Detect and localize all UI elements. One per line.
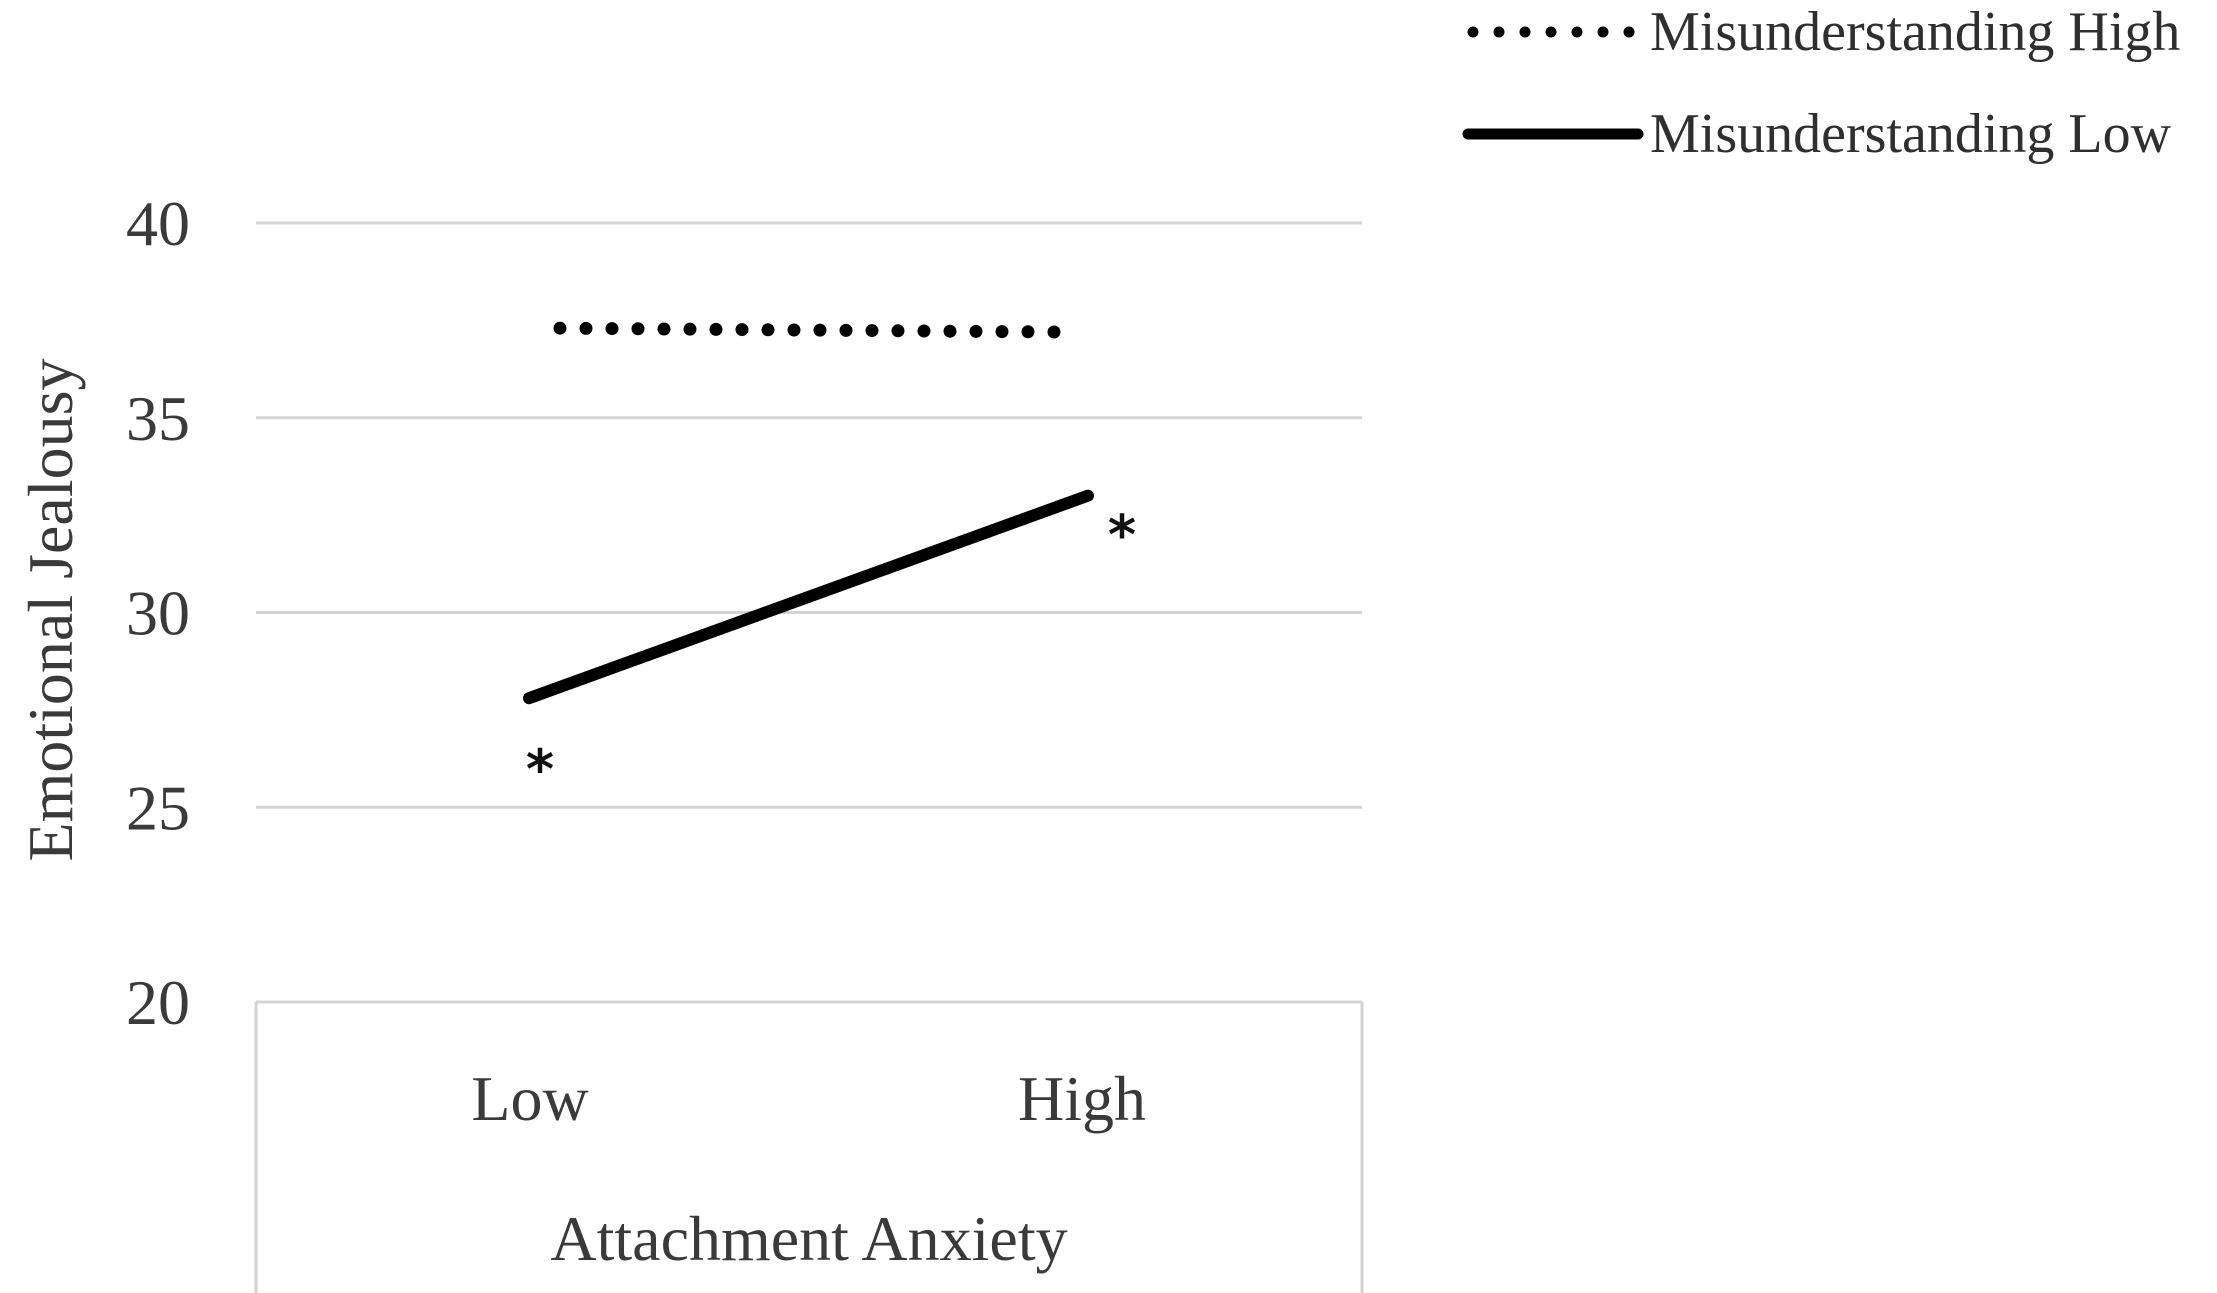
legend-label: Misunderstanding Low bbox=[1650, 103, 2172, 165]
y-tick-label: 20 bbox=[126, 967, 190, 1038]
series-misunderstanding-low-line bbox=[523, 489, 1094, 705]
y-tick-label: 35 bbox=[126, 383, 190, 454]
y-tick-label: 40 bbox=[126, 188, 190, 259]
series-misunderstanding-high-line bbox=[553, 321, 1069, 339]
y-axis-title: Emotional Jealousy bbox=[15, 358, 86, 861]
axes: 20 25 30 35 40 Low High bbox=[126, 188, 1364, 1293]
x-axis-title: Attachment Anxiety bbox=[550, 1203, 1067, 1274]
y-tick-label: 25 bbox=[126, 772, 190, 843]
legend-label: Misunderstanding High bbox=[1650, 1, 2180, 63]
x-tick-label: Low bbox=[471, 1063, 588, 1134]
gridlines bbox=[256, 221, 1362, 809]
legend: Misunderstanding High Misunderstanding Lo… bbox=[1462, 1, 2180, 165]
significance-asterisk: * bbox=[1108, 504, 1136, 567]
series bbox=[523, 321, 1094, 705]
x-tick-label: High bbox=[1018, 1063, 1146, 1134]
annotations: ** bbox=[526, 504, 1136, 802]
significance-asterisk: * bbox=[526, 738, 554, 801]
y-tick-label: 30 bbox=[126, 578, 190, 649]
